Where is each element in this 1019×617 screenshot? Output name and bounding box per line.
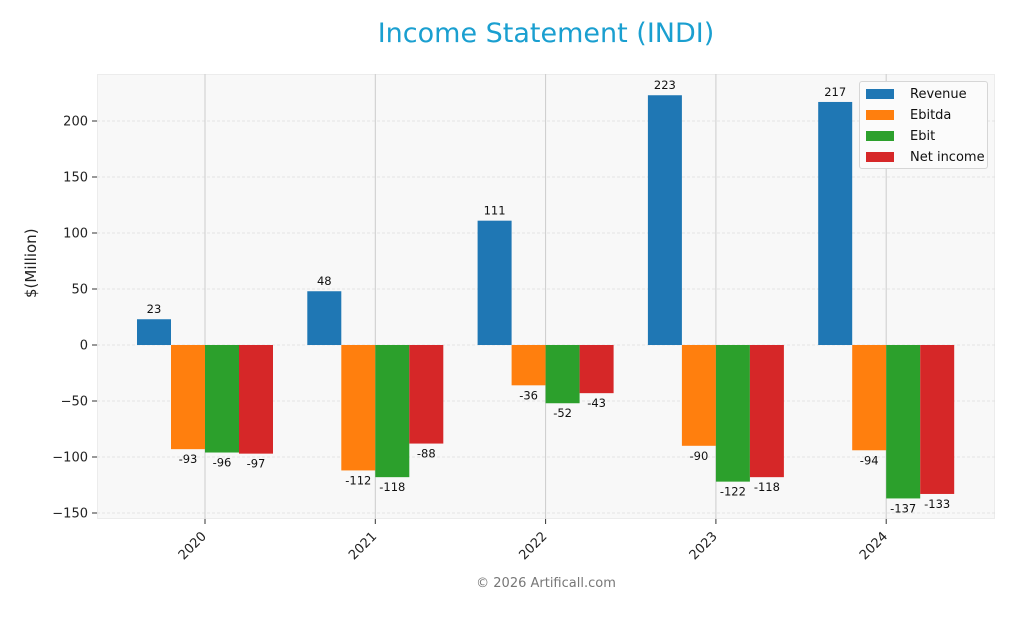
legend-item-net-income: Net income (866, 147, 985, 167)
legend-item-ebit: Ebit (866, 126, 935, 146)
legend-label: Revenue (910, 86, 967, 102)
bar-value-label: 48 (317, 274, 332, 288)
bar-ebitda (511, 345, 546, 386)
y-tick-label: 150 (63, 171, 88, 186)
bar-ebit (886, 345, 921, 499)
bar-value-label: -118 (754, 480, 780, 494)
x-tick-label: 2023 (687, 529, 721, 563)
legend: Revenue Ebitda Ebit Net income (859, 81, 988, 169)
bar-value-label: -52 (553, 406, 572, 420)
bar-revenue (307, 291, 342, 345)
bar-net-income (579, 345, 614, 394)
bar-value-label: -94 (860, 453, 879, 467)
bar-net-income (409, 345, 444, 444)
legend-item-ebitda: Ebitda (866, 105, 951, 125)
bar-ebitda (341, 345, 376, 471)
bar-ebit (205, 345, 239, 453)
x-tick-label: 2021 (346, 529, 380, 563)
bar-ebitda (171, 345, 205, 450)
bar-revenue (477, 220, 512, 345)
bar-value-label: -118 (379, 480, 405, 494)
legend-label: Ebitda (910, 107, 952, 123)
bar-value-label: 111 (484, 204, 506, 218)
y-tick-label: 100 (63, 227, 88, 242)
copyright-footer: © 2026 Artificall.com (476, 576, 616, 591)
bar-ebit (715, 345, 750, 482)
bar-value-label: -112 (345, 473, 371, 487)
legend-swatch-net-income (866, 152, 894, 162)
bar-value-label: -36 (519, 388, 538, 402)
bar-revenue (647, 95, 682, 346)
bar-value-label: 23 (147, 302, 162, 316)
legend-swatch-ebit (866, 131, 894, 141)
bar-net-income (239, 345, 273, 454)
bar-value-label: -122 (720, 485, 746, 499)
x-tick-label: 2022 (516, 529, 550, 563)
bar-ebit (375, 345, 410, 478)
bar-value-label: -88 (417, 447, 436, 461)
bar-value-label: -93 (179, 452, 198, 466)
bar-net-income (920, 345, 955, 494)
bar-revenue (137, 319, 171, 345)
y-tick-label: −100 (52, 451, 88, 466)
y-tick-label: 0 (80, 339, 88, 354)
bar-value-label: 217 (824, 85, 846, 99)
chart-title: Income Statement (INDI) (377, 18, 715, 49)
bar-value-label: 223 (654, 78, 676, 92)
legend-label: Net income (910, 149, 985, 165)
bar-ebitda (681, 345, 716, 446)
y-tick-label: 50 (71, 283, 88, 298)
bar-value-label: -43 (587, 396, 606, 410)
bar-value-label: -137 (890, 501, 916, 515)
bar-net-income (749, 345, 784, 478)
legend-item-revenue: Revenue (866, 84, 967, 104)
bar-value-label: -96 (213, 456, 232, 470)
bar-value-label: -133 (924, 497, 950, 511)
y-tick-label: −150 (52, 507, 88, 522)
bar-revenue (818, 101, 853, 346)
bar-value-label: -90 (690, 449, 709, 463)
bar-ebit (545, 345, 580, 404)
x-tick-label: 2024 (857, 529, 891, 563)
y-tick-label: −50 (61, 395, 88, 410)
bar-ebitda (852, 345, 887, 451)
x-tick-label: 2020 (176, 529, 210, 563)
bar-value-label: -97 (247, 457, 266, 471)
legend-swatch-ebitda (866, 110, 894, 120)
y-axis-label: $(Million) (22, 228, 40, 298)
legend-label: Ebit (910, 128, 936, 144)
y-tick-label: 200 (63, 115, 88, 130)
legend-swatch-revenue (866, 89, 894, 99)
